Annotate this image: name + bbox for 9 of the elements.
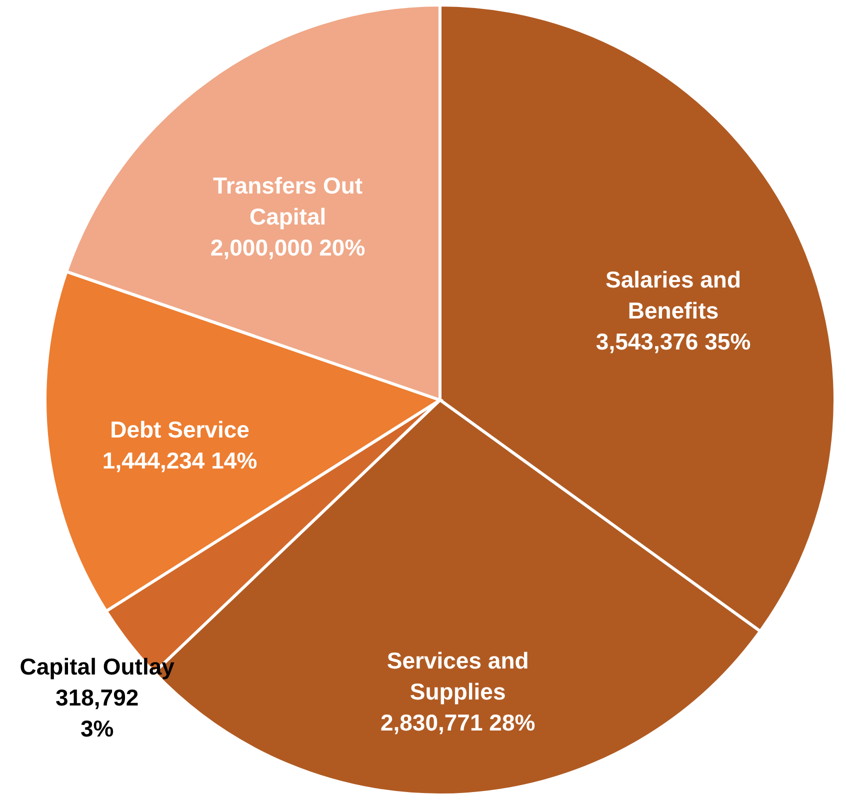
data-label: 2,830,771 28% [380, 709, 536, 736]
slice-label: Debt Service [110, 416, 250, 442]
data-label: 2,000,000 20% [210, 234, 366, 261]
slice-label: Services and Supplies [386, 647, 529, 704]
data-label: 318,792 3% [56, 684, 139, 742]
slice-label: Transfers Out Capital [213, 172, 363, 230]
data-label: 1,444,234 14% [102, 447, 258, 474]
slice-label: Salaries and Benefits [606, 266, 742, 324]
data-label: 3,543,376 35% [596, 328, 751, 355]
